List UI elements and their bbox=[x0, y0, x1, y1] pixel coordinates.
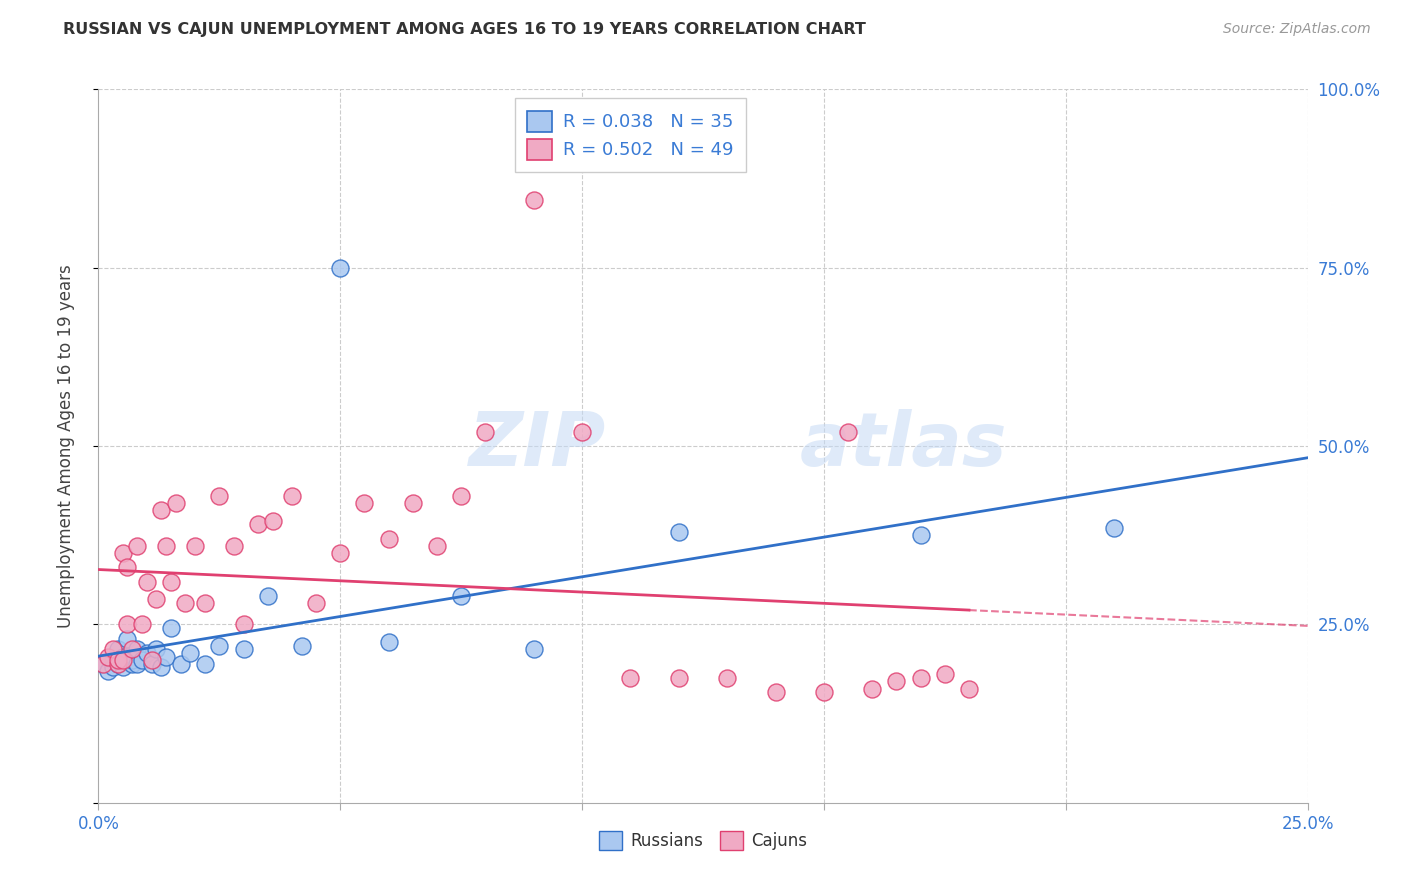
Point bbox=[141, 653, 163, 667]
Point bbox=[329, 546, 352, 560]
Point bbox=[155, 649, 177, 664]
Point bbox=[208, 639, 231, 653]
Legend: Russians, Cajuns: Russians, Cajuns bbox=[591, 822, 815, 859]
Point bbox=[290, 639, 312, 653]
Point bbox=[117, 617, 139, 632]
Point bbox=[121, 657, 143, 671]
Point bbox=[165, 496, 187, 510]
Point bbox=[145, 592, 167, 607]
Point bbox=[127, 657, 149, 671]
Point bbox=[121, 642, 143, 657]
Point bbox=[155, 539, 177, 553]
Point bbox=[135, 574, 157, 589]
Point bbox=[111, 649, 134, 664]
Point bbox=[571, 425, 593, 439]
Point bbox=[111, 546, 134, 560]
Point bbox=[194, 657, 217, 671]
Point bbox=[886, 674, 908, 689]
Point bbox=[668, 524, 690, 539]
Y-axis label: Unemployment Among Ages 16 to 19 years: Unemployment Among Ages 16 to 19 years bbox=[56, 264, 75, 628]
Point bbox=[305, 596, 328, 610]
Text: Source: ZipAtlas.com: Source: ZipAtlas.com bbox=[1223, 22, 1371, 37]
Point bbox=[860, 681, 883, 696]
Point bbox=[135, 646, 157, 660]
Point bbox=[184, 539, 207, 553]
Point bbox=[111, 660, 134, 674]
Point bbox=[107, 657, 129, 671]
Point bbox=[101, 660, 124, 674]
Point bbox=[910, 671, 932, 685]
Point bbox=[232, 617, 254, 632]
Point bbox=[107, 657, 129, 671]
Point bbox=[131, 653, 153, 667]
Point bbox=[523, 193, 546, 207]
Text: ZIP: ZIP bbox=[470, 409, 606, 483]
Point bbox=[450, 489, 472, 503]
Point bbox=[117, 560, 139, 574]
Point bbox=[194, 596, 217, 610]
Point bbox=[179, 646, 201, 660]
Point bbox=[910, 528, 932, 542]
Point bbox=[150, 660, 173, 674]
Point bbox=[957, 681, 980, 696]
Point bbox=[145, 642, 167, 657]
Point bbox=[208, 489, 231, 503]
Point bbox=[117, 632, 139, 646]
Point bbox=[111, 653, 134, 667]
Point bbox=[91, 657, 114, 671]
Point bbox=[97, 649, 120, 664]
Point bbox=[474, 425, 496, 439]
Point bbox=[353, 496, 375, 510]
Text: atlas: atlas bbox=[800, 409, 1007, 483]
Point bbox=[131, 617, 153, 632]
Point bbox=[619, 671, 641, 685]
Point bbox=[169, 657, 191, 671]
Point bbox=[117, 653, 139, 667]
Point bbox=[127, 539, 149, 553]
Point bbox=[107, 642, 129, 657]
Point bbox=[160, 574, 183, 589]
Point bbox=[450, 589, 472, 603]
Point bbox=[765, 685, 787, 699]
Point bbox=[232, 642, 254, 657]
Point bbox=[150, 503, 173, 517]
Point bbox=[262, 514, 284, 528]
Point bbox=[329, 260, 352, 275]
Point bbox=[101, 653, 124, 667]
Point bbox=[121, 653, 143, 667]
Point bbox=[97, 664, 120, 678]
Point bbox=[377, 532, 399, 546]
Point bbox=[160, 621, 183, 635]
Point bbox=[934, 667, 956, 681]
Point bbox=[426, 539, 449, 553]
Point bbox=[281, 489, 304, 503]
Point bbox=[377, 635, 399, 649]
Point bbox=[174, 596, 197, 610]
Point bbox=[247, 517, 270, 532]
Point bbox=[101, 642, 124, 657]
Point bbox=[402, 496, 425, 510]
Point bbox=[107, 653, 129, 667]
Point bbox=[523, 642, 546, 657]
Point bbox=[668, 671, 690, 685]
Point bbox=[813, 685, 835, 699]
Point bbox=[141, 657, 163, 671]
Point bbox=[127, 642, 149, 657]
Text: RUSSIAN VS CAJUN UNEMPLOYMENT AMONG AGES 16 TO 19 YEARS CORRELATION CHART: RUSSIAN VS CAJUN UNEMPLOYMENT AMONG AGES… bbox=[63, 22, 866, 37]
Point bbox=[837, 425, 859, 439]
Point bbox=[256, 589, 278, 603]
Point bbox=[222, 539, 245, 553]
Point bbox=[1102, 521, 1125, 535]
Point bbox=[91, 657, 114, 671]
Point bbox=[716, 671, 738, 685]
